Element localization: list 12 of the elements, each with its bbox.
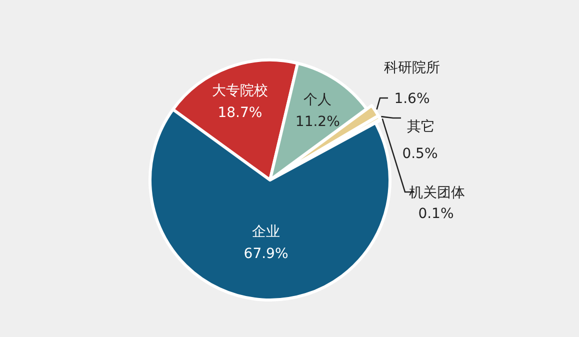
data-label: 0.5% — [402, 146, 438, 162]
slice-label: 其它 — [407, 119, 435, 135]
slice-label: 科研院所 — [384, 60, 440, 76]
data-label: 18.7% — [218, 104, 262, 121]
data-label: 11.2% — [295, 114, 340, 130]
data-label: 1.6% — [394, 91, 430, 107]
data-label: 67.9% — [244, 246, 288, 262]
slice-label: 机关团体 — [409, 185, 465, 201]
slice-label: 个人 — [304, 92, 332, 108]
slice-label: 企业 — [252, 224, 280, 240]
data-label: 0.1% — [418, 206, 454, 222]
slice-label: 大专院校 — [212, 82, 268, 99]
